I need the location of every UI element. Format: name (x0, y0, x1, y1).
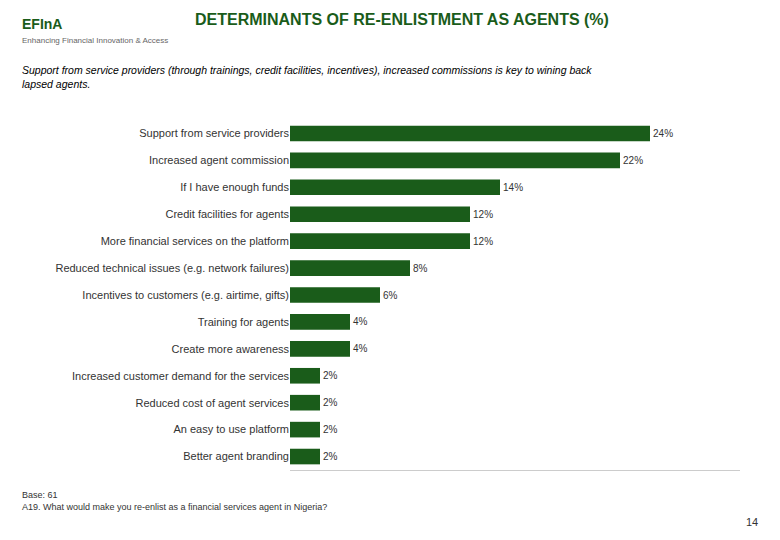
svg-text:An easy to use platform: An easy to use platform (173, 423, 289, 435)
svg-text:Support from service providers: Support from service providers (139, 127, 289, 139)
svg-text:2%: 2% (323, 424, 338, 435)
svg-text:Incentives to customers (e.g.: Incentives to customers (e.g. airtime, g… (82, 289, 289, 301)
svg-text:8%: 8% (413, 263, 428, 274)
svg-text:More financial services on the: More financial services on the platform (101, 235, 289, 247)
svg-text:24%: 24% (653, 128, 673, 139)
svg-text:Increased customer demand for: Increased customer demand for the servic… (72, 370, 290, 382)
svg-text:4%: 4% (353, 316, 368, 327)
svg-text:Base: 61A19. What would make y: Base: 61A19. What would make you re-enli… (22, 490, 327, 512)
svg-text:Create more awareness: Create more awareness (172, 343, 290, 355)
svg-text:EFInA: EFInA (22, 16, 62, 32)
svg-text:12%: 12% (473, 209, 493, 220)
svg-text:4%: 4% (353, 343, 368, 354)
svg-text:Credit facilities for agents: Credit facilities for agents (166, 208, 290, 220)
svg-text:22%: 22% (623, 155, 643, 166)
svg-text:14: 14 (746, 516, 758, 528)
svg-text:Better agent branding: Better agent branding (183, 450, 289, 462)
svg-text:Increased agent commission: Increased agent commission (149, 154, 289, 166)
svg-text:Support from service providers: Support from service providers (through … (22, 64, 592, 90)
svg-text:6%: 6% (383, 290, 398, 301)
svg-text:Reduced cost of agent services: Reduced cost of agent services (136, 397, 290, 409)
svg-text:Training for agents: Training for agents (198, 316, 290, 328)
svg-text:DETERMINANTS OF RE-ENLISTMENT: DETERMINANTS OF RE-ENLISTMENT AS AGENTS … (195, 11, 609, 28)
svg-text:2%: 2% (323, 451, 338, 462)
svg-text:12%: 12% (473, 236, 493, 247)
svg-text:2%: 2% (323, 370, 338, 381)
svg-text:2%: 2% (323, 397, 338, 408)
svg-text:Enhancing Financial Innovation: Enhancing Financial Innovation & Access (22, 36, 168, 45)
svg-text:14%: 14% (503, 182, 523, 193)
svg-text:Reduced technical issues (e.g.: Reduced technical issues (e.g. network f… (55, 262, 289, 274)
svg-text:If I have enough funds: If I have enough funds (180, 181, 289, 193)
